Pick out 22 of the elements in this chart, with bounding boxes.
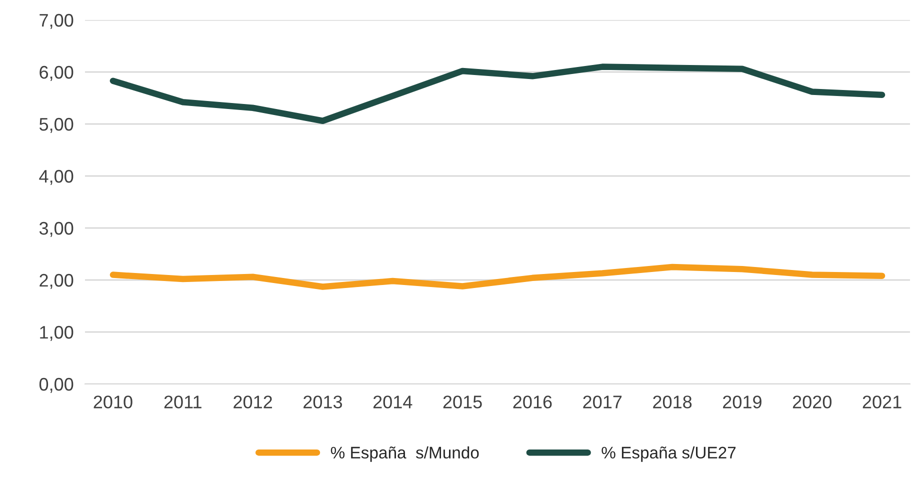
x-tick-label: 2013 — [304, 396, 342, 408]
x-tick-label: 2010 — [94, 396, 132, 408]
x-tick-label: 2015 — [443, 396, 482, 408]
y-tick-label: 2,00 — [40, 274, 74, 289]
y-tick-label: 0,00 — [39, 378, 74, 393]
y-tick-label: 4,00 — [39, 170, 74, 185]
legend-label: % España s/Mundo — [330, 446, 479, 462]
y-tick-label: 6,00 — [40, 66, 74, 81]
y-tick-label: 3,00 — [39, 222, 74, 237]
x-tick-label: 2014 — [373, 396, 412, 408]
x-tick-label: 2011 — [164, 396, 202, 408]
x-tick-label: 2021 — [862, 396, 902, 408]
x-tick-label: 2017 — [583, 396, 622, 408]
x-tick-label: 2019 — [723, 396, 762, 408]
x-tick-label: 2012 — [234, 396, 272, 408]
x-tick-label: 2020 — [792, 396, 832, 408]
x-tick-label: 2018 — [653, 396, 692, 408]
x-tick-label: 2016 — [513, 396, 552, 408]
y-tick-label: 7,00 — [40, 14, 74, 29]
y-tick-label: 5,00 — [39, 118, 74, 133]
legend-label: % España s/UE27 — [602, 446, 736, 462]
y-tick-label: 1,00 — [40, 326, 74, 341]
